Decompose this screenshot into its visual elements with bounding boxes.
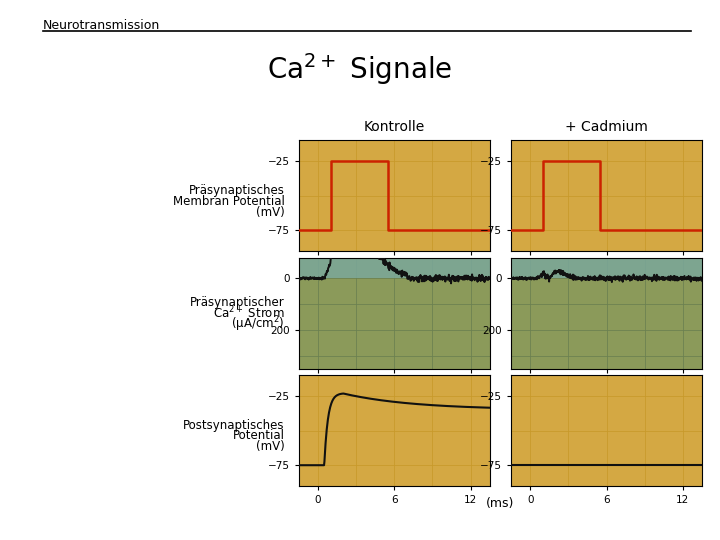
Text: Potential: Potential [233,429,284,442]
Text: Postsynaptisches: Postsynaptisches [183,418,284,431]
Text: (ms): (ms) [486,497,515,510]
Text: Kontrolle: Kontrolle [364,120,425,134]
Text: Präsynaptisches: Präsynaptisches [189,184,284,197]
Bar [299,258,490,279]
Text: Membran Potential: Membran Potential [173,195,284,208]
Text: Ca$^{2+}$ Strom: Ca$^{2+}$ Strom [213,305,284,321]
Text: Ca$^{2+}$ Signale: Ca$^{2+}$ Signale [267,51,453,87]
Text: (mV): (mV) [256,206,284,219]
Text: (mV): (mV) [256,440,284,453]
Bar [511,258,702,279]
Text: Präsynaptischer: Präsynaptischer [189,296,284,309]
Text: (μA/cm$^2$): (μA/cm$^2$) [231,314,284,334]
Text: + Cadmium: + Cadmium [565,120,648,134]
Text: Neurotransmission: Neurotransmission [43,19,161,32]
